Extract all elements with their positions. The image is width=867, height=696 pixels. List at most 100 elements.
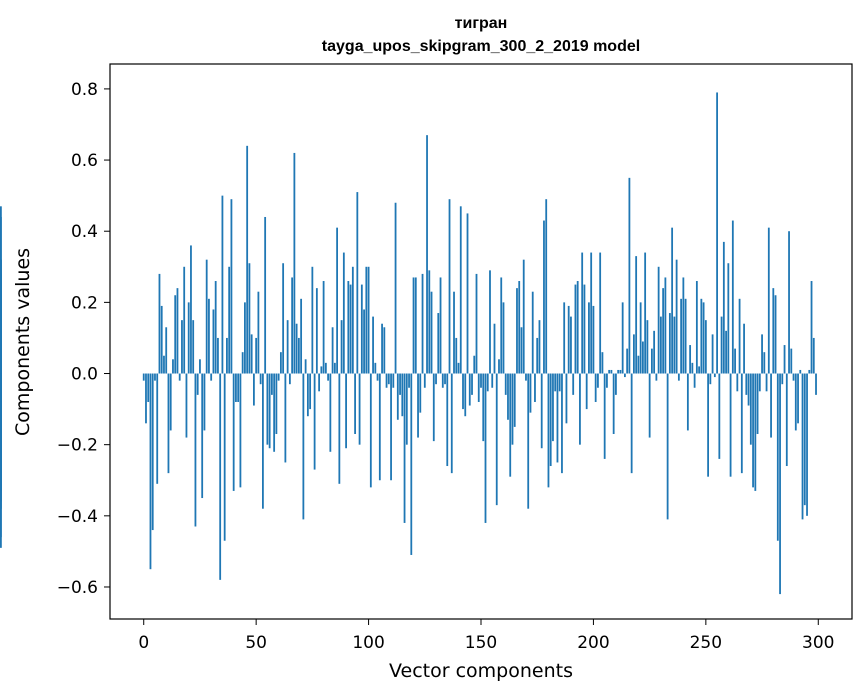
bar: [273, 373, 276, 452]
bar: [367, 266, 370, 374]
bar: [329, 373, 332, 452]
bar: [163, 355, 165, 374]
bar: [196, 373, 199, 395]
bar: [776, 373, 779, 541]
bar: [610, 369, 613, 374]
bar: [552, 373, 554, 442]
bar: [239, 373, 242, 488]
x-axis-ticks: 0 50 100 150 200 250 300: [138, 619, 834, 653]
bar: [338, 373, 341, 484]
bar: [677, 373, 680, 381]
bar: [534, 373, 536, 402]
bar: [785, 373, 788, 467]
bar: [390, 373, 392, 481]
bar: [794, 373, 797, 431]
bar: [176, 288, 179, 374]
bar: [356, 192, 359, 374]
y-tick-label: 0.4: [71, 222, 98, 242]
bar: [597, 373, 599, 388]
bar: [444, 373, 446, 385]
bar: [205, 259, 208, 374]
bar: [268, 373, 271, 449]
bar: [590, 252, 593, 374]
bar: [731, 220, 734, 374]
bar: [693, 373, 696, 388]
bar: [540, 373, 543, 449]
bar: [574, 284, 577, 374]
bar: [588, 302, 590, 374]
bar: [381, 323, 383, 374]
bar: [354, 373, 356, 434]
bar: [511, 373, 514, 445]
bar: [736, 373, 739, 392]
y-tick-label: −0.4: [57, 507, 98, 527]
x-tick-label: 150: [465, 633, 497, 653]
bar: [668, 313, 671, 374]
bar: [345, 373, 347, 449]
bar: [230, 199, 233, 374]
y-tick-label: 0.0: [71, 365, 98, 385]
bar: [340, 320, 343, 374]
bar: [181, 320, 183, 374]
bar: [232, 373, 235, 491]
bar: [745, 373, 748, 395]
bar: [302, 373, 305, 520]
bar: [558, 373, 561, 392]
bar: [363, 309, 365, 374]
bar: [738, 298, 741, 374]
bar: [684, 298, 687, 374]
bar: [758, 373, 761, 392]
bar: [320, 366, 323, 374]
bar: [432, 373, 435, 442]
bar: [563, 302, 566, 374]
bar: [342, 252, 345, 374]
bar: [174, 295, 177, 374]
bar: [779, 373, 781, 595]
bar: [790, 348, 793, 374]
bar: [464, 373, 467, 417]
bar: [653, 330, 656, 374]
bar: [459, 206, 462, 374]
bar: [0, 320, 2, 374]
bar: [664, 277, 667, 374]
bar: [641, 341, 644, 374]
bar: [727, 263, 730, 374]
x-axis-label: Vector components: [389, 660, 573, 682]
bar: [156, 373, 159, 484]
bar: [374, 362, 377, 374]
bar: [601, 352, 604, 374]
bar: [378, 373, 381, 481]
bar: [536, 337, 539, 374]
bar: [426, 135, 428, 374]
bar: [756, 373, 759, 434]
bar: [376, 373, 379, 381]
bar: [324, 362, 327, 374]
bar: [525, 373, 527, 381]
bar: [145, 373, 147, 424]
bar: [615, 373, 617, 395]
bar: [441, 373, 444, 388]
bar: [462, 373, 464, 410]
bar: [522, 259, 525, 374]
bar: [570, 316, 572, 374]
bar: [333, 362, 336, 374]
bar: [203, 373, 206, 431]
bar: [695, 281, 698, 374]
bar: [531, 291, 534, 374]
bar: [253, 373, 255, 406]
bar: [349, 284, 352, 374]
bar: [262, 373, 264, 509]
bar: [682, 277, 685, 374]
bar: [322, 281, 325, 374]
bar: [403, 373, 406, 523]
bar: [279, 352, 282, 374]
bar: [763, 352, 766, 374]
bar: [246, 145, 249, 374]
bar: [516, 288, 518, 374]
bar: [417, 373, 419, 438]
bar: [799, 369, 802, 374]
bar: [729, 373, 732, 477]
bar: [468, 373, 471, 406]
bar: [304, 359, 307, 374]
y-axis-ticks: −0.6 −0.4 −0.2 0.0 0.2 0.4 0.6 0.8: [57, 80, 110, 598]
